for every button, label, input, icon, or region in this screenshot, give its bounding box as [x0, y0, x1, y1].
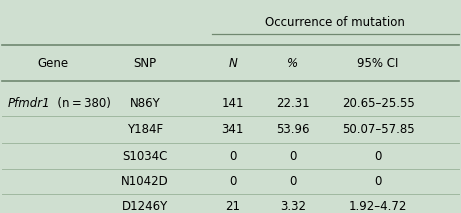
Text: N: N: [229, 57, 237, 71]
Text: Occurrence of mutation: Occurrence of mutation: [266, 16, 405, 29]
Text: 0: 0: [229, 174, 236, 188]
Text: Pfmdr1: Pfmdr1: [8, 97, 51, 110]
Text: 0: 0: [289, 150, 296, 163]
Text: 1.92–4.72: 1.92–4.72: [349, 200, 407, 213]
Text: SNP: SNP: [134, 57, 157, 71]
Text: Gene: Gene: [37, 57, 69, 71]
Text: 95% CI: 95% CI: [357, 57, 399, 71]
Text: D1246Y: D1246Y: [122, 200, 168, 213]
Text: N86Y: N86Y: [130, 97, 160, 110]
Text: 141: 141: [222, 97, 244, 110]
Text: N1042D: N1042D: [121, 174, 169, 188]
Text: 50.07–57.85: 50.07–57.85: [342, 123, 414, 137]
Text: 0: 0: [229, 150, 236, 163]
Text: 0: 0: [374, 174, 382, 188]
Text: 0: 0: [289, 174, 296, 188]
Text: Y184F: Y184F: [127, 123, 163, 137]
Text: %: %: [287, 57, 298, 71]
Text: 21: 21: [225, 200, 240, 213]
Text: 20.65–25.55: 20.65–25.55: [342, 97, 414, 110]
Text: S1034C: S1034C: [123, 150, 168, 163]
Text: 3.32: 3.32: [280, 200, 306, 213]
Text: 0: 0: [374, 150, 382, 163]
Text: 22.31: 22.31: [276, 97, 309, 110]
Text: (n = 380): (n = 380): [55, 97, 111, 110]
Text: 341: 341: [222, 123, 244, 137]
Text: 53.96: 53.96: [276, 123, 309, 137]
